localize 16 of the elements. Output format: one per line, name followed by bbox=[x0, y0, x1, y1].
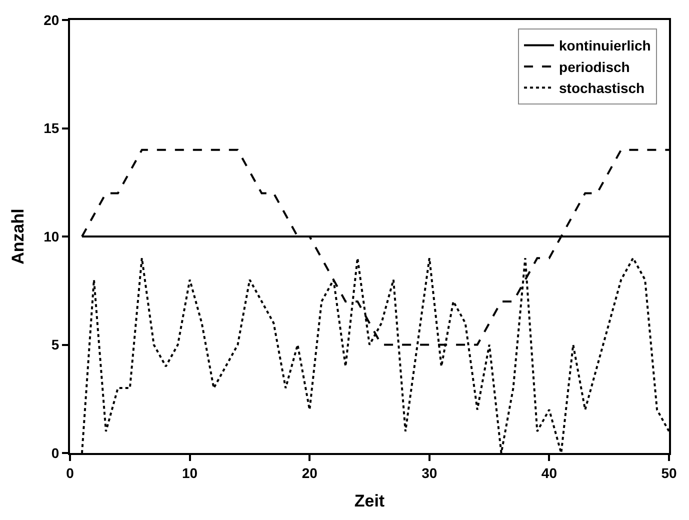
x-tick-label: 50 bbox=[661, 464, 677, 481]
x-axis-title: Zeit bbox=[354, 492, 385, 511]
x-tick-label: 0 bbox=[66, 464, 74, 481]
x-tick-label: 40 bbox=[541, 464, 558, 481]
y-tick-label: 15 bbox=[44, 120, 60, 136]
x-tick-label: 20 bbox=[302, 464, 318, 481]
legend-label: periodisch bbox=[559, 58, 630, 75]
legend-label: stochastisch bbox=[559, 80, 645, 96]
y-axis-title: Anzahl bbox=[8, 208, 28, 264]
legend-label: kontinuierlich bbox=[559, 38, 651, 54]
y-tick-label: 5 bbox=[51, 336, 60, 353]
x-tick-label: 10 bbox=[182, 464, 198, 481]
y-tick-label: 0 bbox=[51, 444, 60, 461]
x-tick-label: 30 bbox=[422, 464, 438, 481]
y-tick-label: 20 bbox=[44, 12, 60, 28]
y-tick-label: 10 bbox=[44, 228, 60, 244]
